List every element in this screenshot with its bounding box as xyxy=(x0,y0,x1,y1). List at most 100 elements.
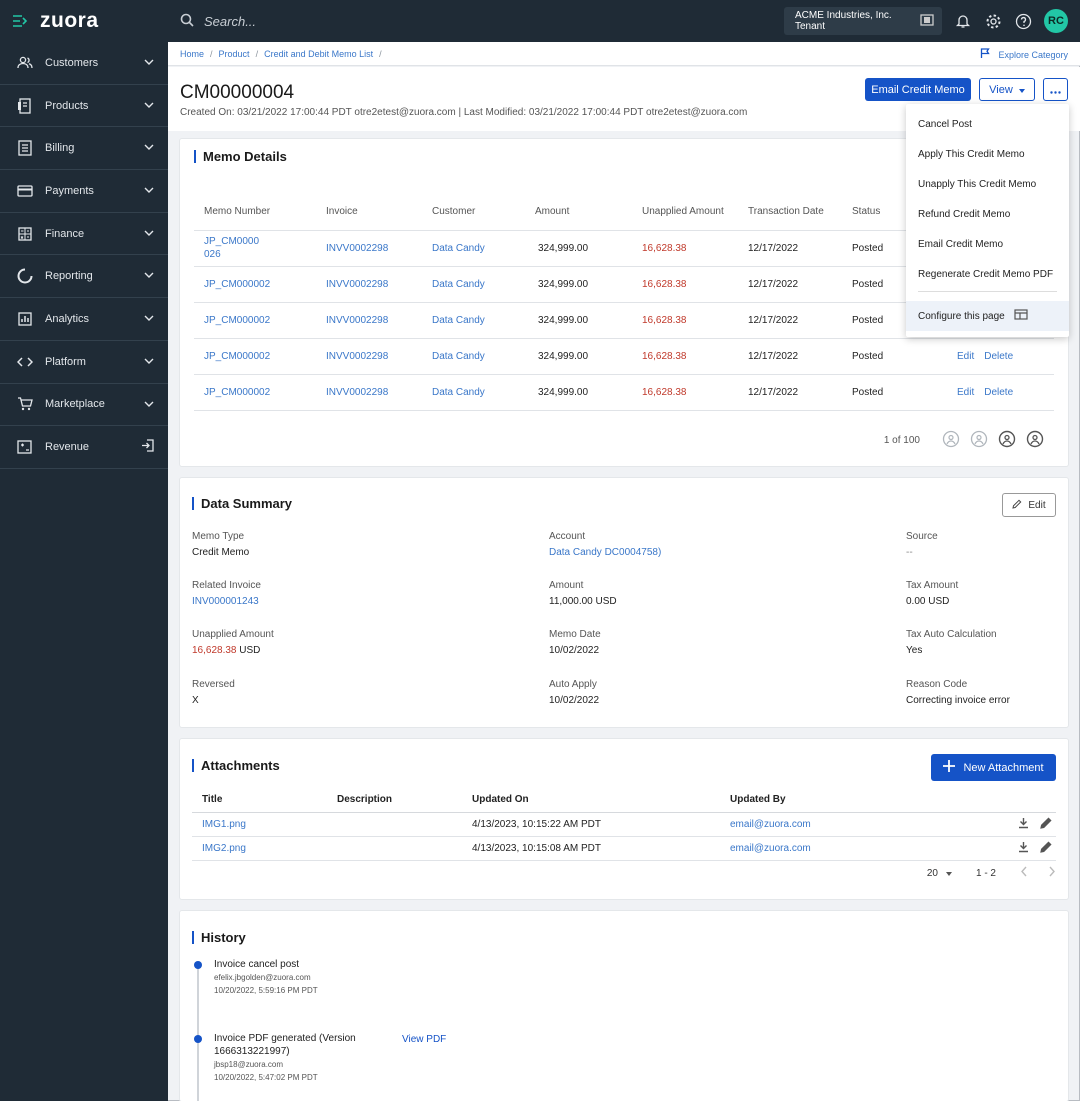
menu-item-refund[interactable]: Refund Credit Memo xyxy=(918,208,1011,220)
column-header[interactable]: Amount xyxy=(525,193,632,231)
table-row: IMG1.png 4/13/2023, 10:15:22 AM PDT emai… xyxy=(192,812,1056,837)
chevron-down-icon xyxy=(144,356,154,368)
page-indicator: 1 of 100 xyxy=(883,435,920,446)
chevron-down-icon xyxy=(144,313,154,325)
menu-icon[interactable] xyxy=(0,0,40,42)
download-icon[interactable] xyxy=(1018,841,1029,856)
prev-page-icon[interactable] xyxy=(970,430,988,451)
menu-item-email[interactable]: Email Credit Memo xyxy=(918,238,1004,250)
transaction-date-cell: 12/17/2022 xyxy=(748,314,799,326)
history-event-title-cont: 1666313221997) xyxy=(214,1046,290,1057)
menu-item-unapply[interactable]: Unapply This Credit Memo xyxy=(918,178,1037,190)
tenant-switcher[interactable]: ACME Industries, Inc. Tenant xyxy=(784,7,942,35)
memo-number-link[interactable]: JP_CM000002 xyxy=(204,386,271,398)
pencil-icon[interactable] xyxy=(1040,816,1052,832)
sidebar-item-analytics[interactable]: Analytics xyxy=(0,298,168,341)
menu-item-regenerate-pdf[interactable]: Regenerate Credit Memo PDF xyxy=(918,268,1054,280)
customer-link[interactable]: Data Candy xyxy=(432,350,485,362)
attachment-updated-by[interactable]: email@zuora.com xyxy=(730,842,811,854)
column-header[interactable]: Customer xyxy=(422,193,525,231)
sidebar-item-revenue[interactable]: Revenue xyxy=(0,426,168,469)
related-invoice-link[interactable]: INV000001243 xyxy=(192,596,259,607)
customer-link[interactable]: Data Candy xyxy=(432,242,485,254)
attachment-title-link[interactable]: IMG2.png xyxy=(202,842,246,854)
customer-link[interactable]: Data Candy xyxy=(432,314,485,326)
history-event-time: 10/20/2022, 5:47:02 PM PDT xyxy=(214,1073,318,1082)
bell-icon[interactable] xyxy=(953,11,973,31)
delete-link[interactable]: Delete xyxy=(984,350,1014,362)
column-header[interactable]: Updated By xyxy=(720,788,990,813)
invoice-link[interactable]: INVV0002298 xyxy=(326,386,389,398)
explore-category-link[interactable]: Explore Category xyxy=(980,48,1068,61)
page-size-select[interactable]: 20 xyxy=(927,868,952,879)
memo-number-link[interactable]: JP_CM000002 xyxy=(204,350,271,362)
unapplied-amount-value: 16,628.38 USD xyxy=(192,645,260,656)
account-link[interactable]: Data Candy DC0004758) xyxy=(549,547,662,558)
chevron-right-icon[interactable] xyxy=(1048,866,1056,880)
menu-item-apply[interactable]: Apply This Credit Memo xyxy=(918,148,1025,160)
sidebar-item-platform[interactable]: Platform xyxy=(0,341,168,384)
gear-icon[interactable] xyxy=(983,11,1003,31)
edit-link[interactable]: Edit xyxy=(957,350,975,362)
customer-link[interactable]: Data Candy xyxy=(432,278,485,290)
data-summary-card: Data Summary Edit Memo Type Credit Memo … xyxy=(180,478,1068,727)
column-header[interactable]: Unapplied Amount xyxy=(632,193,738,231)
table-row: JP_CM000002 INVV0002298 Data Candy 324,9… xyxy=(194,338,1054,375)
first-page-icon[interactable] xyxy=(942,430,960,451)
column-header-actions xyxy=(990,788,1056,813)
search-box[interactable]: Search... xyxy=(180,13,256,30)
edit-link[interactable]: Edit xyxy=(957,386,975,398)
memo-number-link[interactable]: JP_CM000002 xyxy=(204,278,271,290)
attachment-updated-on: 4/13/2023, 10:15:08 AM PDT xyxy=(472,842,601,854)
attachment-title-link[interactable]: IMG1.png xyxy=(202,818,246,830)
memo-number-link[interactable]: JP_CM000002 xyxy=(204,314,271,326)
next-page-icon[interactable] xyxy=(998,430,1016,451)
column-header[interactable]: Memo Number xyxy=(194,193,316,231)
sidebar-item-payments[interactable]: Payments xyxy=(0,170,168,213)
zuora-logo[interactable]: zuora xyxy=(40,9,99,32)
edit-summary-button[interactable]: Edit xyxy=(1002,493,1056,517)
sidebar-item-marketplace[interactable]: Marketplace xyxy=(0,384,168,427)
column-header[interactable]: Transaction Date xyxy=(738,193,842,231)
invoice-link[interactable]: INVV0002298 xyxy=(326,242,389,254)
menu-item-configure-page[interactable]: Configure this page xyxy=(906,301,1069,331)
avatar[interactable]: RC xyxy=(1044,9,1068,33)
download-icon[interactable] xyxy=(1018,817,1029,832)
sidebar-item-billing[interactable]: Billing xyxy=(0,127,168,171)
attachment-updated-by[interactable]: email@zuora.com xyxy=(730,818,811,830)
sidebar-item-reporting[interactable]: Reporting xyxy=(0,255,168,299)
status-cell: Posted xyxy=(852,242,884,254)
column-header[interactable]: Invoice xyxy=(316,193,422,231)
sidebar-item-customers[interactable]: Customers xyxy=(0,42,168,85)
menu-item-cancel-post[interactable]: Cancel Post xyxy=(918,118,972,130)
chart-icon xyxy=(16,310,34,328)
pencil-icon[interactable] xyxy=(1040,840,1052,856)
amount-value: 11,000.00 USD xyxy=(549,596,617,607)
chevron-left-icon[interactable] xyxy=(1020,866,1028,880)
last-page-icon[interactable] xyxy=(1026,430,1044,451)
column-header[interactable]: Updated On xyxy=(462,788,720,813)
breadcrumb-home[interactable]: Home xyxy=(180,48,205,59)
search-input[interactable]: Search... xyxy=(204,13,257,29)
new-attachment-button[interactable]: New Attachment xyxy=(931,754,1056,781)
view-pdf-link[interactable]: View PDF xyxy=(402,1034,447,1045)
breadcrumb-memo-list[interactable]: Credit and Debit Memo List xyxy=(264,48,374,59)
column-header[interactable]: Description xyxy=(327,788,462,813)
layout-icon xyxy=(1014,309,1028,323)
breadcrumb-product[interactable]: Product xyxy=(218,48,250,59)
customer-link[interactable]: Data Candy xyxy=(432,386,485,398)
sidebar-item-products[interactable]: Products xyxy=(0,85,168,128)
memo-number-link[interactable]: JP_CM0000 026 xyxy=(204,236,260,260)
view-dropdown-button[interactable]: View xyxy=(979,78,1035,101)
history-title: History xyxy=(192,931,246,944)
delete-link[interactable]: Delete xyxy=(984,386,1014,398)
sidebar-item-finance[interactable]: Finance xyxy=(0,213,168,256)
column-header[interactable]: Title xyxy=(192,788,327,813)
timeline-dot xyxy=(194,961,202,969)
more-actions-button[interactable] xyxy=(1043,78,1068,101)
help-icon[interactable] xyxy=(1013,11,1033,31)
invoice-link[interactable]: INVV0002298 xyxy=(326,314,389,326)
invoice-link[interactable]: INVV0002298 xyxy=(326,350,389,362)
email-credit-memo-button[interactable]: Email Credit Memo xyxy=(865,78,971,101)
invoice-link[interactable]: INVV0002298 xyxy=(326,278,389,290)
